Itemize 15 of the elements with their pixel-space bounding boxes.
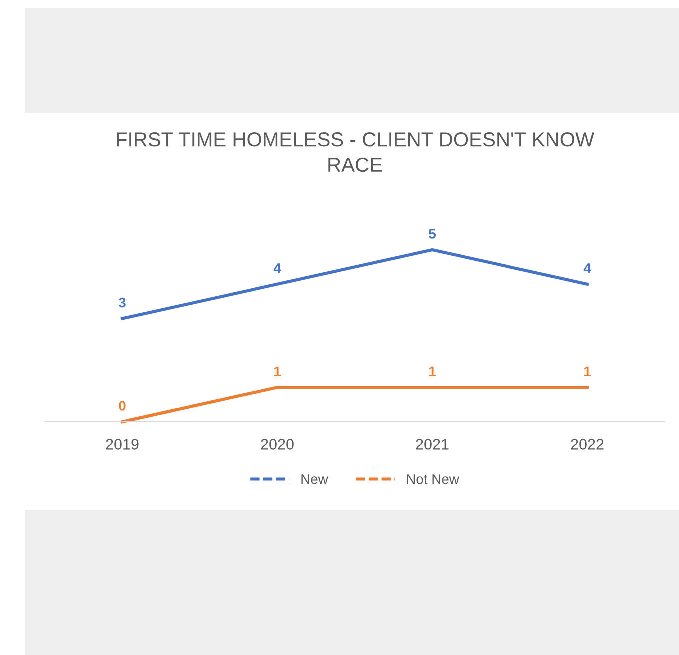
data-label: 4 <box>274 264 282 274</box>
x-tick-label: 2020 <box>261 439 294 450</box>
x-tick-label: 2022 <box>571 439 604 450</box>
x-tick-label: 2021 <box>416 439 449 450</box>
data-label: 4 <box>584 264 592 274</box>
x-tick-label: 2019 <box>106 439 139 450</box>
data-label: 0 <box>119 401 126 411</box>
data-label: 1 <box>430 366 436 376</box>
data-label: 1 <box>584 366 591 376</box>
data-label: 3 <box>118 298 126 308</box>
legend-label: Not New <box>407 474 460 484</box>
chart-title: FIRST TIME HOMELESS - CLIENT DOESN'T KNOW RACE <box>117 132 594 172</box>
data-label: 1 <box>274 366 281 376</box>
data-label: 5 <box>429 229 436 239</box>
legend-label: New <box>302 474 328 484</box>
